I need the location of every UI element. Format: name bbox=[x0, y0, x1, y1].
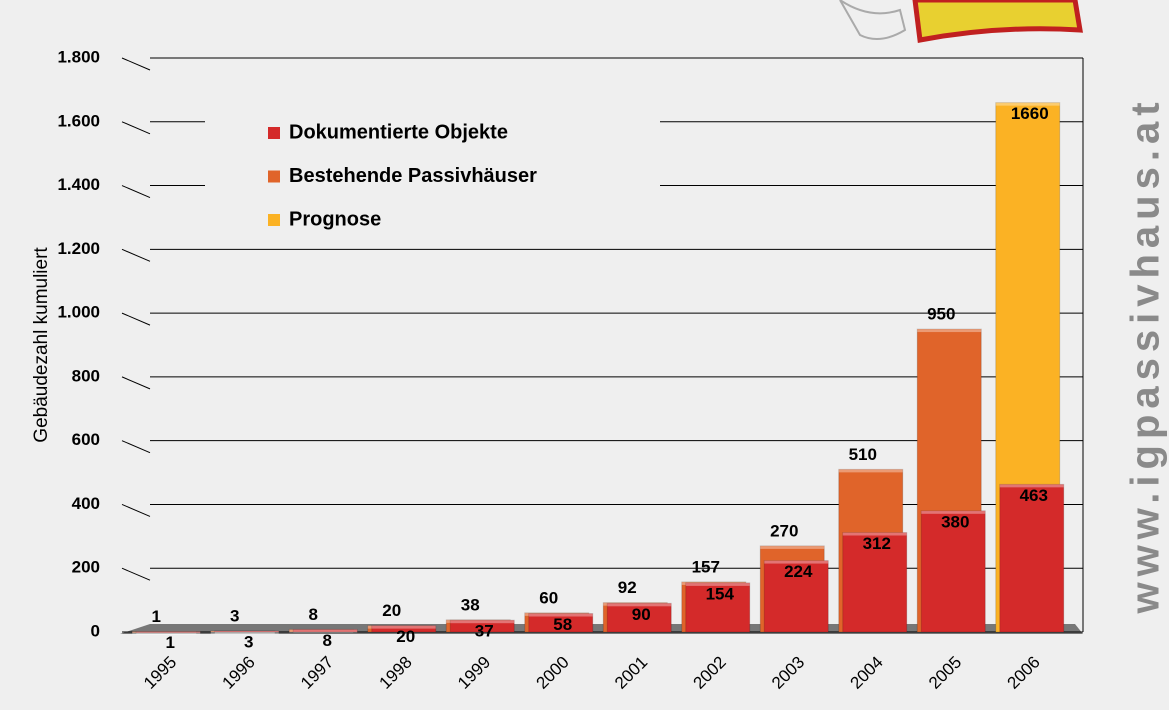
value-label: 1660 bbox=[1011, 104, 1049, 123]
watermark: www.igpassivhaus.at bbox=[1124, 96, 1168, 614]
bar-top bbox=[917, 329, 981, 332]
background bbox=[0, 0, 1169, 710]
value-label: 90 bbox=[632, 605, 651, 624]
value-label: 3 bbox=[244, 633, 253, 652]
y-tick-label: 1.200 bbox=[57, 239, 100, 258]
y-tick-label: 1.000 bbox=[57, 303, 100, 322]
y-tick-label: 1.800 bbox=[57, 47, 100, 66]
value-label: 1 bbox=[152, 607, 161, 626]
value-label: 463 bbox=[1020, 486, 1048, 505]
bar-top bbox=[760, 546, 824, 549]
legend-swatch bbox=[268, 214, 280, 226]
y-axis-title: Gebäudezahl kumuliert bbox=[31, 247, 52, 443]
value-label: 950 bbox=[927, 305, 955, 324]
value-label: 92 bbox=[618, 578, 637, 597]
legend-label: Prognose bbox=[289, 208, 381, 230]
value-label: 510 bbox=[849, 445, 877, 464]
y-tick-label: 1.600 bbox=[57, 111, 100, 130]
value-label: 154 bbox=[706, 584, 735, 603]
value-label: 38 bbox=[461, 595, 480, 614]
value-label: 312 bbox=[863, 534, 891, 553]
value-label: 270 bbox=[770, 521, 798, 540]
value-label: 380 bbox=[941, 512, 969, 531]
y-tick-label: 0 bbox=[91, 621, 100, 640]
y-tick-label: 200 bbox=[72, 558, 100, 577]
y-tick-label: 600 bbox=[72, 430, 100, 449]
y-tick-label: 400 bbox=[72, 494, 100, 513]
value-label: 1 bbox=[166, 633, 175, 652]
value-label: 3 bbox=[230, 607, 239, 626]
legend-label: Bestehende Passivhäuser bbox=[289, 165, 537, 187]
bar bbox=[1000, 484, 1064, 632]
value-label: 20 bbox=[382, 601, 401, 620]
value-label: 8 bbox=[309, 605, 318, 624]
value-label: 60 bbox=[539, 588, 558, 607]
value-label: 20 bbox=[396, 627, 415, 646]
legend-swatch bbox=[268, 171, 280, 183]
y-tick-label: 800 bbox=[72, 366, 100, 385]
y-tick-label: 1.400 bbox=[57, 175, 100, 194]
value-label: 224 bbox=[784, 562, 813, 581]
legend-swatch bbox=[268, 127, 280, 139]
value-label: 58 bbox=[553, 615, 572, 634]
legend-label: Dokumentierte Objekte bbox=[289, 121, 508, 143]
value-label: 8 bbox=[323, 631, 332, 650]
chart: Gebäudezahl kumuliert www.igpassivhaus.a… bbox=[0, 0, 1169, 710]
bar-top bbox=[839, 469, 903, 472]
value-label: 37 bbox=[475, 622, 494, 641]
value-label: 157 bbox=[692, 557, 720, 576]
